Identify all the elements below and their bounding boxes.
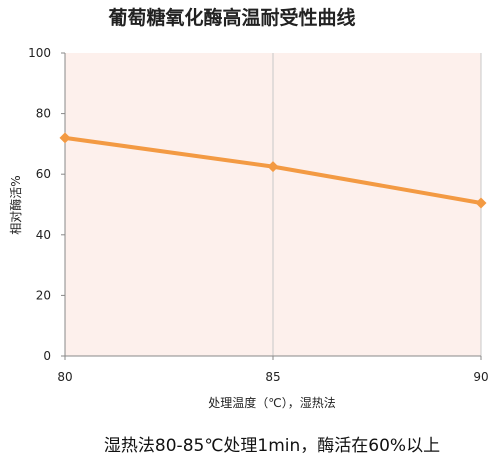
y-tick-label: 40 (36, 228, 51, 242)
chart-title: 葡萄糖氧化酶高温耐受性曲线 (108, 6, 355, 29)
y-axis-label: 相对酶活% (8, 175, 23, 234)
y-tick-label: 20 (36, 288, 51, 302)
y-tick-label: 100 (28, 46, 51, 60)
x-tick-label: 85 (265, 370, 280, 384)
data-series (59, 132, 487, 209)
data-point (59, 132, 71, 144)
y-tick-label: 60 (36, 167, 51, 181)
tick-labels: 0 20 40 60 80 100 80 85 90 (28, 46, 489, 384)
data-point (267, 161, 279, 173)
chart-caption: 湿热法80-85℃处理1min，酶活在60%以上 (104, 436, 440, 456)
x-axis-label: 处理温度（℃），湿热法 (208, 395, 335, 410)
axes (61, 52, 482, 360)
data-point (475, 197, 487, 209)
y-tick-label: 0 (43, 349, 51, 363)
x-tick-label: 80 (57, 370, 72, 384)
y-tick-label: 80 (36, 107, 51, 121)
x-tick-label: 90 (473, 370, 488, 384)
